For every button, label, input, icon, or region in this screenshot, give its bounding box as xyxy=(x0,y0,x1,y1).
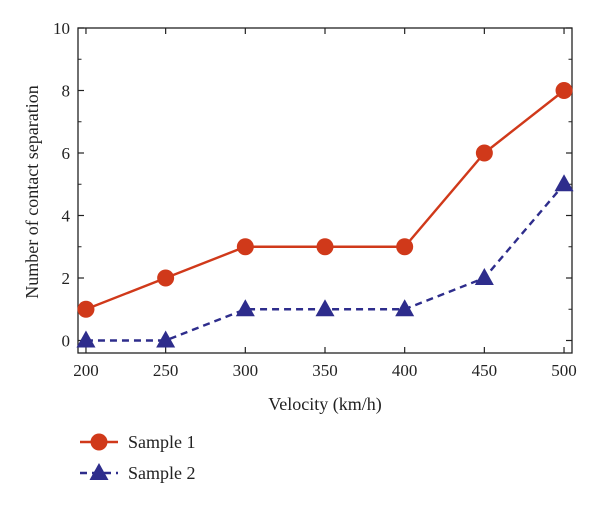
data-point xyxy=(76,330,96,348)
x-tick-label: 250 xyxy=(153,361,179,380)
y-tick-label: 8 xyxy=(62,82,71,101)
x-tick-label: 400 xyxy=(392,361,418,380)
data-point xyxy=(555,82,573,99)
x-tick-label: 350 xyxy=(312,361,338,380)
y-tick-label: 2 xyxy=(62,269,71,288)
y-tick-label: 4 xyxy=(62,207,71,226)
data-point xyxy=(395,299,415,317)
legend-label: Sample 1 xyxy=(128,432,196,452)
data-point xyxy=(396,238,414,256)
data-point xyxy=(316,238,334,256)
data-point xyxy=(156,330,176,348)
legend: Sample 1 Sample 2 xyxy=(80,432,196,483)
legend-marker xyxy=(89,463,109,480)
x-axis-label: Velocity (km/h) xyxy=(268,394,381,415)
data-point xyxy=(554,174,574,192)
x-tick-label: 450 xyxy=(472,361,498,380)
data-point xyxy=(157,269,175,287)
data-point xyxy=(235,299,255,317)
data-point xyxy=(474,268,494,285)
x-tick-label: 200 xyxy=(73,361,99,380)
data-point xyxy=(77,300,95,318)
data-point xyxy=(236,238,254,256)
y-tick-label: 6 xyxy=(62,144,71,163)
series-line xyxy=(85,183,565,342)
x-tick-label: 300 xyxy=(233,361,259,380)
data-point xyxy=(475,144,493,162)
legend-item: Sample 2 xyxy=(80,463,196,483)
y-tick-label: 10 xyxy=(53,19,70,38)
legend-item: Sample 1 xyxy=(80,432,196,452)
series-1 xyxy=(77,82,573,318)
legend-label: Sample 2 xyxy=(128,463,196,483)
data-point xyxy=(315,299,335,317)
y-tick-label: 0 xyxy=(62,332,71,351)
x-tick-label: 500 xyxy=(551,361,577,380)
series-2 xyxy=(76,174,574,348)
legend-marker xyxy=(90,433,108,451)
y-axis-label: Number of contact separation xyxy=(22,85,42,298)
